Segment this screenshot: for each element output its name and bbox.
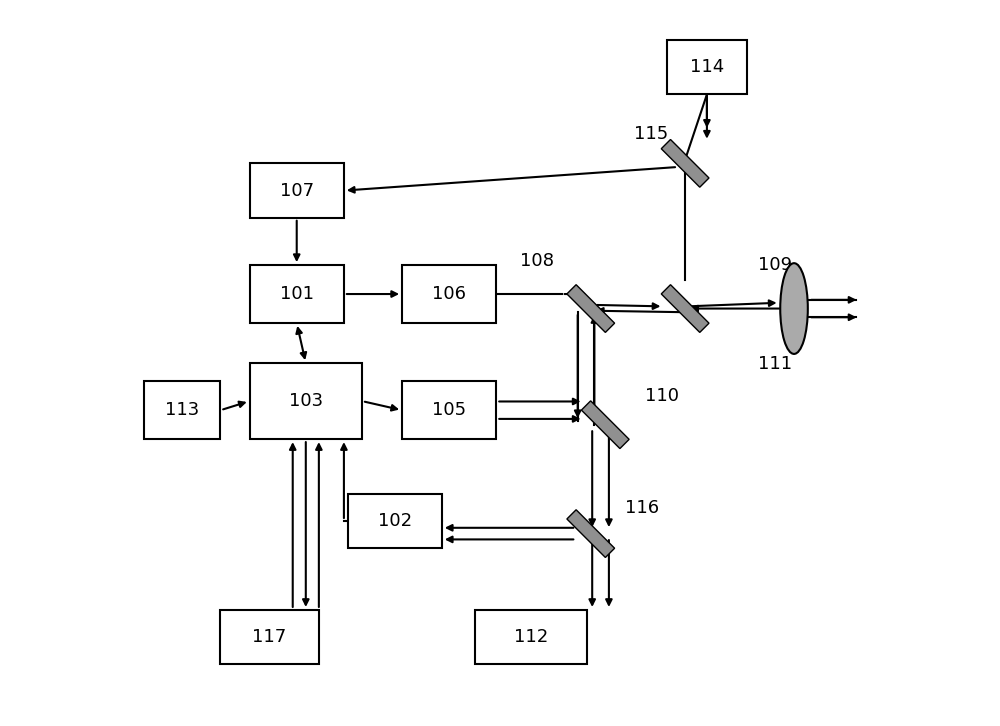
Bar: [250, 265, 344, 323]
Bar: [220, 610, 318, 664]
Text: 117: 117: [252, 628, 287, 646]
Text: 112: 112: [514, 628, 548, 646]
Polygon shape: [581, 401, 629, 449]
Text: 103: 103: [289, 392, 323, 410]
Text: 107: 107: [280, 182, 314, 200]
Text: 110: 110: [645, 387, 679, 404]
Bar: [667, 40, 747, 94]
Bar: [250, 363, 362, 439]
Text: 114: 114: [690, 58, 724, 76]
Text: 115: 115: [634, 126, 669, 143]
Bar: [475, 610, 587, 664]
Ellipse shape: [780, 264, 808, 354]
Polygon shape: [567, 510, 615, 558]
Bar: [402, 381, 496, 439]
Bar: [250, 163, 344, 218]
Polygon shape: [661, 285, 709, 333]
Text: 109: 109: [758, 256, 792, 274]
Bar: [348, 494, 442, 548]
Text: 106: 106: [432, 285, 466, 303]
Text: 102: 102: [378, 512, 412, 530]
Polygon shape: [567, 285, 615, 333]
Bar: [402, 265, 496, 323]
Bar: [144, 381, 220, 439]
Text: 105: 105: [432, 401, 466, 419]
Polygon shape: [661, 139, 709, 187]
Text: 111: 111: [758, 356, 792, 373]
Text: 108: 108: [520, 253, 554, 270]
Text: 113: 113: [165, 401, 200, 419]
Text: 101: 101: [280, 285, 314, 303]
Text: 116: 116: [625, 499, 659, 517]
